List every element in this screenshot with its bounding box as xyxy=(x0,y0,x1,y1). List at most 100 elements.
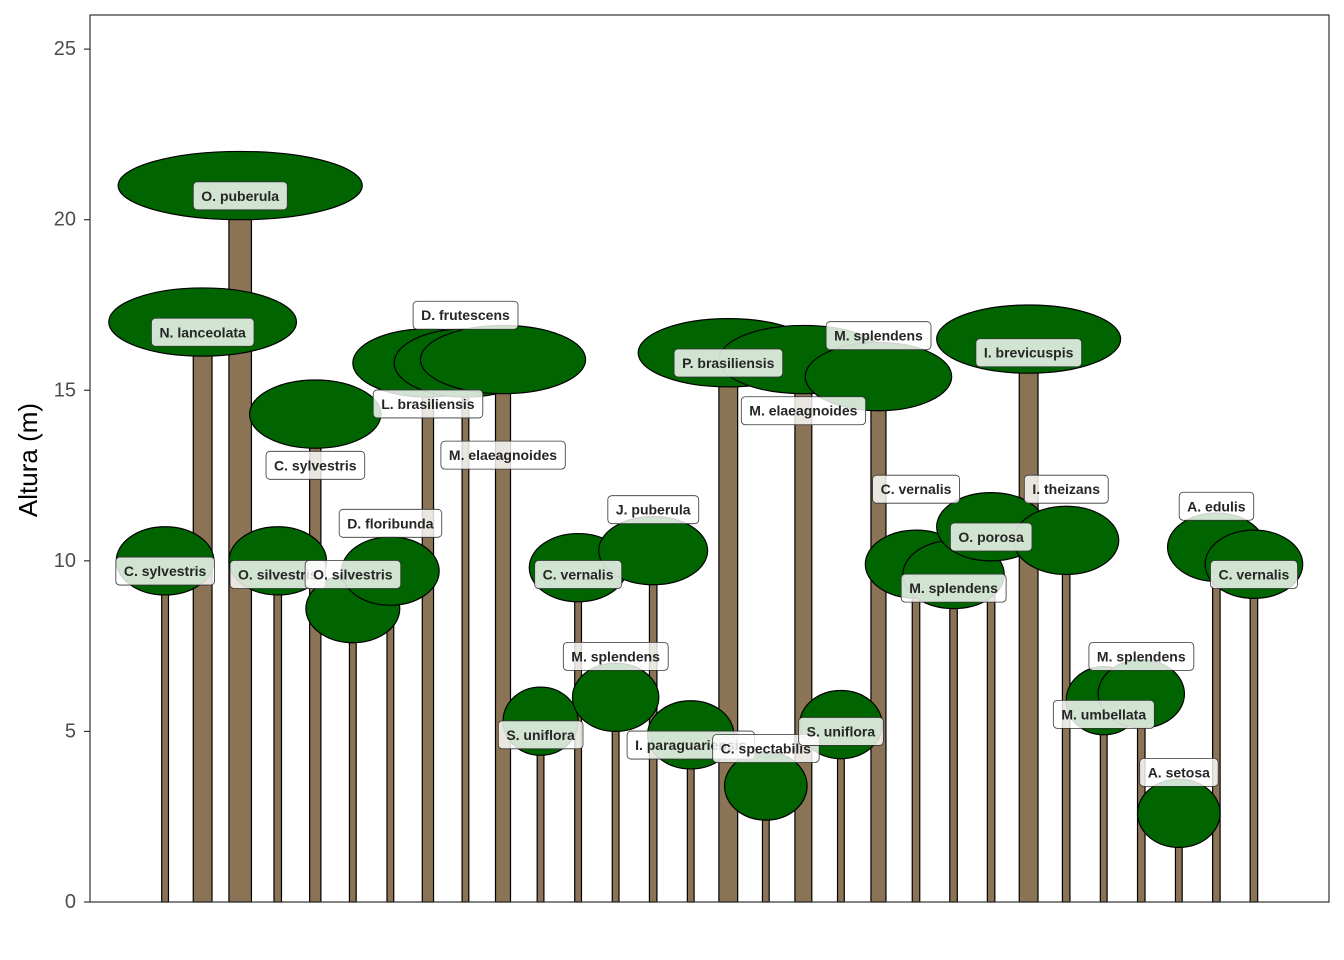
tree-label-text: A. setosa xyxy=(1148,764,1210,780)
y-tick-label: 15 xyxy=(54,379,76,401)
tree-trunk xyxy=(911,563,921,903)
tree-label-box xyxy=(740,396,867,426)
tree-label-text: L. brasiliensis xyxy=(381,396,475,412)
tree-label: A. edulis xyxy=(1178,491,1255,521)
tree-label-box xyxy=(950,522,1033,552)
tree-label: O. porosa xyxy=(950,522,1033,552)
tree-label: S. uniflora xyxy=(798,717,884,746)
tree-label-text: O. puberula xyxy=(201,188,279,204)
tree-label-text: I. theizans xyxy=(1032,481,1100,497)
tree-label-text: M. splendens xyxy=(1097,648,1186,664)
tree-label-box xyxy=(192,181,288,211)
tree-trunk xyxy=(309,413,322,903)
tree-label-box xyxy=(115,556,215,586)
tree-label-box xyxy=(975,338,1082,368)
y-tick-label: 20 xyxy=(54,209,76,231)
tree-label: M. elaeagnoides xyxy=(740,396,867,426)
tree-label: O. silvestris xyxy=(229,560,327,589)
tree-label-text: C. vernalis xyxy=(1218,566,1289,582)
tree-label: O. silvestris xyxy=(304,560,402,589)
tree-label-text: M. splendens xyxy=(834,328,923,344)
tree-crown xyxy=(1136,778,1221,849)
tree-label: M. splendens xyxy=(900,573,1007,603)
tree-label-text: S. uniflora xyxy=(506,727,575,743)
tree-label-text: C. vernalis xyxy=(881,481,952,497)
tree-label: M. elaeagnoides xyxy=(440,440,566,470)
tree-label-box xyxy=(1088,641,1195,671)
tree-label-text: O. silvestris xyxy=(313,566,393,582)
tree-label: D. frutescens xyxy=(412,300,519,330)
tree-crown xyxy=(419,324,587,395)
tree-label-box xyxy=(1023,474,1109,504)
tree-label-box xyxy=(1210,560,1298,589)
tree-label-box xyxy=(440,440,566,470)
tree-label-box xyxy=(712,734,820,763)
tree-trunk xyxy=(1249,563,1259,903)
tree-label: C. sylvestris xyxy=(265,450,366,480)
tree-trunk xyxy=(1212,546,1221,903)
tree-label: M. splendens xyxy=(825,321,932,351)
tree-label-box xyxy=(1178,491,1255,521)
tree-label-text: D. floribunda xyxy=(347,515,434,531)
tree-label: D. floribunda xyxy=(338,508,443,538)
tree-label: M. splendens xyxy=(1088,641,1195,671)
plot-area: C. sylvestris N. lanceolata O. puberula O. … xyxy=(108,150,1304,903)
tree-crown xyxy=(571,662,660,733)
tree-label-text: A. edulis xyxy=(1187,498,1246,514)
tree-label: C. vernalis xyxy=(872,474,961,504)
tree-label-text: N. lanceolata xyxy=(159,324,246,340)
tree-label-box xyxy=(412,300,519,330)
tree-trunk xyxy=(949,573,958,903)
y-axis-title: Altura (m) xyxy=(13,403,43,517)
tree-label: S. uniflora xyxy=(497,720,584,750)
plot-border xyxy=(89,14,1330,903)
tree-label-text: C. sylvestris xyxy=(124,563,207,579)
tree-trunk xyxy=(794,358,813,903)
tree-label-box xyxy=(265,450,366,480)
tree-label: C. spectabilis xyxy=(712,734,820,763)
tree-trunk xyxy=(273,560,283,903)
tree-trunk xyxy=(192,321,213,903)
y-tick-label: 0 xyxy=(65,891,76,913)
tree-label-text: D. frutescens xyxy=(421,307,510,323)
y-tick-label: 10 xyxy=(54,550,76,572)
tree-label-text: C. sylvestris xyxy=(274,457,357,473)
y-axis: 0 5 10 15 20 25 xyxy=(54,14,1330,913)
tree-label-text: C. vernalis xyxy=(543,566,614,582)
tree-label: L. brasiliensis xyxy=(372,389,484,419)
tree-label: O. puberula xyxy=(192,181,288,211)
tree-label: C. vernalis xyxy=(1210,560,1298,589)
tree-label-box xyxy=(304,560,402,589)
tree-label-box xyxy=(497,720,584,750)
tree-label: N. lanceolata xyxy=(151,317,255,347)
tree-trunk xyxy=(718,352,739,903)
tree-label-text: S. uniflora xyxy=(807,723,876,739)
tree-label: I. theizans xyxy=(1023,474,1109,504)
tree-label: C. vernalis xyxy=(534,560,623,589)
tree-label-text: O. silvestris xyxy=(238,566,318,582)
tree-label-box xyxy=(673,348,784,378)
tree-label-box xyxy=(900,573,1007,603)
tree-label-text: C. spectabilis xyxy=(721,740,811,756)
tree-label-box xyxy=(534,560,623,589)
tree-label: M. splendens xyxy=(562,641,669,671)
tree-label: P. brasiliensis xyxy=(673,348,784,378)
y-tick-label: 5 xyxy=(65,720,76,742)
tree-label-text: P. brasiliensis xyxy=(682,355,775,371)
tree-label: M. umbellata xyxy=(1052,699,1155,729)
tree-crown xyxy=(248,379,382,449)
tree-trunk xyxy=(348,608,357,903)
tree-label-box xyxy=(1139,757,1219,787)
tree-label: C. sylvestris xyxy=(115,556,215,586)
tree-label-text: M. splendens xyxy=(909,580,998,596)
tree-label-box xyxy=(825,321,932,351)
tree-trunk xyxy=(161,560,170,903)
y-tick-label: 25 xyxy=(54,38,76,60)
tree-label: I. brevicuspis xyxy=(975,338,1082,368)
tree-label-box xyxy=(562,641,669,671)
tree-label-box xyxy=(151,317,255,347)
tree-label-text: M. splendens xyxy=(571,648,660,664)
tree-label-box xyxy=(1052,699,1155,729)
tree-label-text: O. porosa xyxy=(958,529,1024,545)
